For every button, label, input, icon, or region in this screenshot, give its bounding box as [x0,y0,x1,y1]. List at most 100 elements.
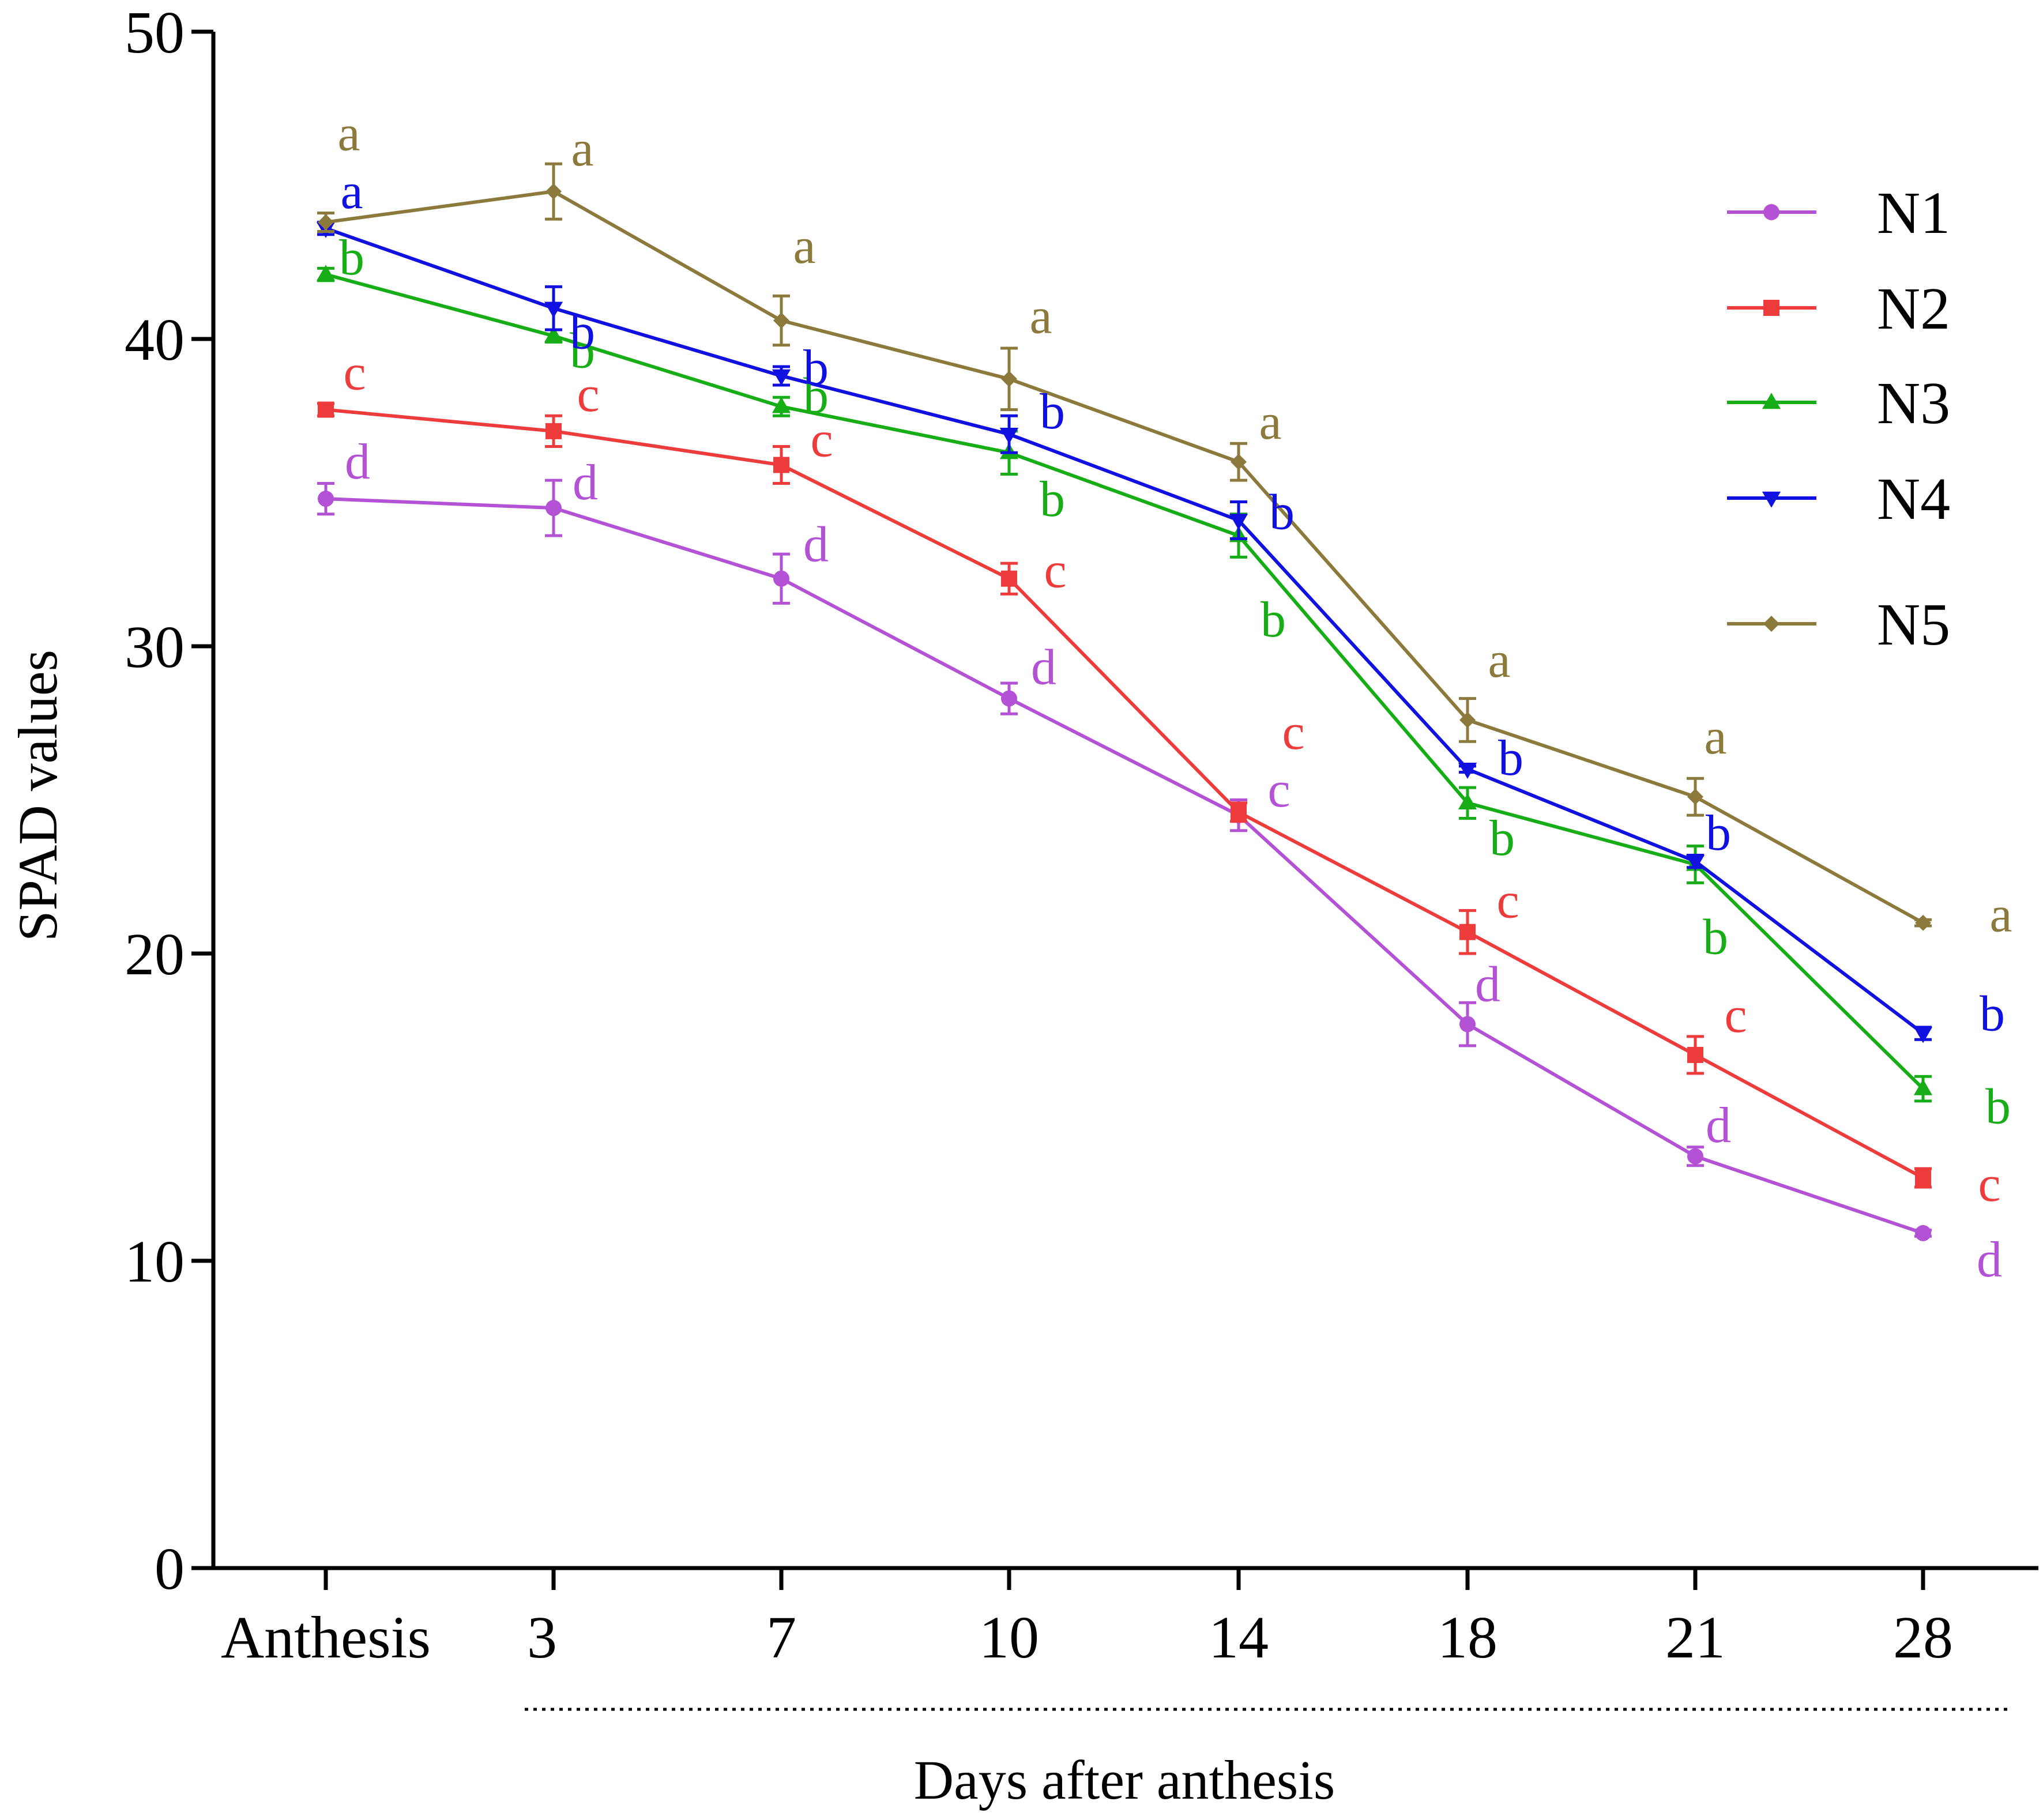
y-tick-label-30: 30 [125,614,185,680]
sig-label-n4-4: b [1269,484,1295,540]
point-n2-2 [773,457,789,473]
legend-item-n2: N2 [1727,276,1950,342]
x-ticks: Anthesis 3 7 10 14 18 21 28 [221,1568,1953,1671]
point-n4-6 [1685,854,1705,871]
sig-label-n1-3: d [1031,640,1056,696]
y-ticks: 0 10 20 30 40 50 [125,0,213,1602]
series-line-n5 [325,190,1924,925]
point-n3-5 [1458,793,1477,810]
y-axis-title: SPAD values [7,650,69,941]
sig-label-n5-1: a [571,121,593,177]
sig-label-n5-0: a [337,105,360,161]
sig-label-n5-7: a [1989,887,2012,943]
point-n4-2 [772,369,791,386]
point-n3-1 [544,326,563,342]
sig-label-n3-2: b [803,368,829,424]
legend-item-n4: N4 [1727,466,1950,532]
y-tick-label-40: 40 [125,307,185,373]
series-n5 [317,162,1932,931]
sig-label-n2-1: c [577,367,599,423]
sig-label-n5-6: a [1704,709,1726,765]
sig-label-n2-4: c [1282,704,1304,760]
x-tick-label-7: 28 [1893,1604,1953,1671]
point-n5-6 [1687,789,1703,805]
sig-label-n5-5: a [1488,632,1510,688]
point-n2-3 [1001,570,1017,587]
y-tick-label-50: 50 [125,0,185,66]
x-tick-label-4: 14 [1209,1604,1269,1671]
point-n5-0 [318,214,334,231]
series-line-n1 [325,497,1924,1235]
sig-label-n3-7: b [1985,1079,2011,1135]
point-n1-5 [1459,1016,1476,1033]
sig-label-n1-7: d [1977,1232,2002,1288]
point-n2-0 [318,401,334,418]
legend-item-n3: N3 [1727,370,1950,436]
point-n3-7 [1913,1079,1933,1095]
point-n5-3 [1001,371,1017,387]
sig-label-n2-6: c [1724,988,1747,1043]
point-n5-1 [545,183,562,200]
point-n1-0 [318,491,334,507]
sig-label-n4-5: b [1498,730,1523,786]
sig-label-n4-2: b [803,340,829,396]
point-n4-4 [1229,514,1248,530]
sig-label-n3-1: b [570,323,595,379]
point-n4-1 [544,302,563,318]
axes [211,32,2038,1570]
point-n5-2 [773,312,789,329]
sig-label-n1-2: d [803,517,829,573]
legend-label-n4: N4 [1877,466,1950,532]
legend-marker-n1 [1763,204,1779,220]
sig-label-n5-3: a [1029,288,1052,344]
sig-label-n3-5: b [1489,811,1515,866]
sig-label-n4-3: b [1040,384,1065,440]
point-n1-6 [1687,1148,1703,1165]
point-n4-5 [1458,763,1477,779]
sig-label-n3-3: b [1040,472,1065,527]
point-n5-5 [1459,711,1476,728]
sig-label-n5-4: a [1259,394,1281,450]
point-n4-3 [999,428,1019,444]
x-tick-label-2: 7 [766,1604,796,1671]
sig-label-n5-2: a [793,218,815,274]
legend: N1 N2 N3 N4 N5 [1727,180,1950,658]
legend-label-n5: N5 [1877,591,1950,658]
series-line-n3 [325,273,1925,1090]
point-n2-1 [545,423,562,439]
series-n3 [316,265,1933,1103]
x-tick-label-1: 3 [527,1604,557,1671]
y-tick-label-10: 10 [125,1229,185,1295]
series-layer [316,162,1933,1242]
sig-label-n1-6: d [1706,1098,1731,1154]
point-n3-0 [316,265,336,281]
legend-label-n1: N1 [1877,180,1950,246]
series-n2 [317,401,1932,1189]
sig-label-n3-0: b [339,230,364,286]
point-n1-7 [1915,1225,1931,1242]
sig-label-n3-6: b [1703,909,1728,965]
series-n4 [316,220,1933,1043]
point-n3-2 [772,397,791,413]
sig-label-n2-3: c [1044,543,1066,599]
sig-label-n1-0: d [345,434,370,490]
legend-marker-n2 [1763,300,1779,316]
sig-label-n2-7: c [1978,1156,2000,1212]
point-n5-7 [1915,914,1931,931]
sig-label-n4-0: a [340,164,363,220]
legend-item-n1: N1 [1727,180,1950,246]
x-tick-label-6: 21 [1665,1604,1725,1671]
point-n1-1 [545,500,562,517]
sig-label-n1-1: d [573,455,598,511]
point-n2-5 [1459,924,1476,940]
point-n5-4 [1231,454,1247,470]
sig-label-n1-4: c [1267,762,1290,818]
point-n2-6 [1687,1046,1703,1063]
point-n2-7 [1915,1170,1931,1186]
point-n2-4 [1231,804,1247,820]
legend-marker-n5 [1763,616,1779,632]
x-tick-label-5: 18 [1438,1604,1498,1671]
legend-item-n5: N5 [1727,591,1950,658]
